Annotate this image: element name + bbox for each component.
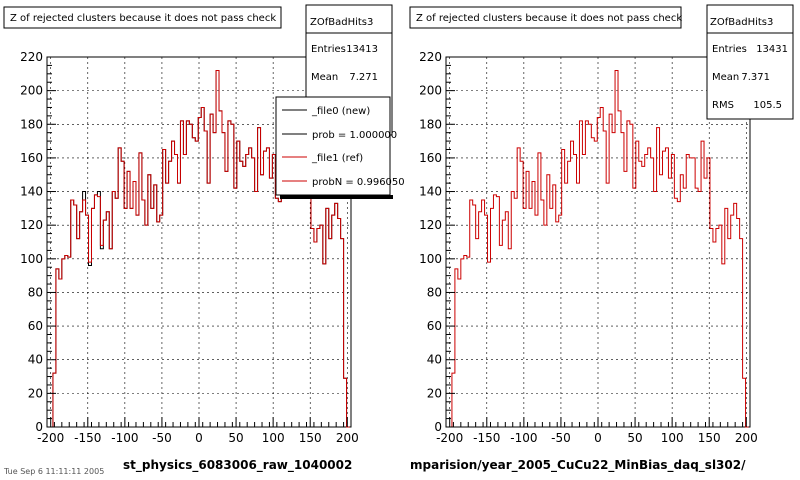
left-xtick-label: -200 bbox=[37, 431, 64, 445]
right-ytick-label: 120 bbox=[419, 218, 442, 232]
right-footer-label: mparision/year_2005_CuCu22_MinBias_daq_s… bbox=[410, 458, 746, 472]
left-legend: _file0 (new) prob = 1.000000 _file1 (ref… bbox=[275, 96, 405, 199]
right-ytick-label: 40 bbox=[427, 353, 442, 367]
right-axes: -200 -150 -100 -50 0 50 100 150 200 0 20 40 60 80 100 1… bbox=[419, 50, 758, 445]
left-stats-entries-label: Entries bbox=[311, 44, 346, 55]
left-ytick-label: 20 bbox=[28, 386, 43, 400]
right-ytick-label: 200 bbox=[419, 84, 442, 98]
right-xtick-label: 200 bbox=[735, 431, 758, 445]
right-stats-box: ZOfBadHits3 Entries 13431 Mean 7.371 RMS… bbox=[706, 4, 794, 120]
right-ytick-label: 60 bbox=[427, 319, 442, 333]
left-ytick-label: 40 bbox=[28, 353, 43, 367]
right-series bbox=[448, 69, 749, 428]
right-title-box bbox=[409, 6, 682, 29]
left-ytick-label: 0 bbox=[35, 420, 43, 434]
left-xtick-label: 50 bbox=[228, 431, 243, 445]
right-xtick-label: 50 bbox=[627, 431, 642, 445]
legend-entry-prob: prob = 1.000000 bbox=[312, 130, 397, 141]
left-ytick-label: 220 bbox=[20, 50, 43, 64]
left-xtick-label: -100 bbox=[111, 431, 138, 445]
footer-timestamp: Tue Sep 6 11:11:11 2005 bbox=[4, 467, 105, 476]
left-ytick-label: 120 bbox=[20, 218, 43, 232]
left-xtick-label: -50 bbox=[152, 431, 172, 445]
right-xtick-label: -50 bbox=[551, 431, 571, 445]
left-xtick-label: 100 bbox=[262, 431, 285, 445]
right-title: Z of rejected clusters because it does n… bbox=[416, 13, 682, 24]
right-stats-mean-label: Mean bbox=[712, 72, 739, 83]
right-series-0 bbox=[448, 69, 749, 428]
left-histogram-panel: -200 -150 -100 -50 0 50 100 150 200 0 20 40 60 80 100 1… bbox=[3, 4, 405, 445]
left-xtick-label: 200 bbox=[336, 431, 359, 445]
right-xtick-label: -100 bbox=[510, 431, 537, 445]
left-axes: -200 -150 -100 -50 0 50 100 150 200 0 20 40 60 80 100 1… bbox=[20, 50, 359, 445]
legend-entry-new: _file0 (new) bbox=[311, 106, 370, 117]
right-ytick-label: 100 bbox=[419, 252, 442, 266]
right-stats-entries-label: Entries bbox=[712, 44, 747, 55]
left-ytick-label: 80 bbox=[28, 285, 43, 299]
left-ytick-label: 160 bbox=[20, 151, 43, 165]
legend-entry-probn: probN = 0.996050 bbox=[312, 177, 405, 188]
right-xtick-label: 100 bbox=[661, 431, 684, 445]
right-ytick-label: 220 bbox=[419, 50, 442, 64]
left-ytick-label: 140 bbox=[20, 185, 43, 199]
left-ytick-label: 100 bbox=[20, 252, 43, 266]
left-ytick-label: 60 bbox=[28, 319, 43, 333]
right-ytick-label: 80 bbox=[427, 285, 442, 299]
right-ytick-label: 0 bbox=[434, 420, 442, 434]
right-ytick-label: 160 bbox=[419, 151, 442, 165]
right-stats-mean-value: 7.371 bbox=[741, 72, 770, 83]
right-xtick-label: -150 bbox=[473, 431, 500, 445]
left-title: Z of rejected clusters because it does n… bbox=[10, 13, 276, 24]
left-ytick-label: 180 bbox=[20, 117, 43, 131]
left-stats-mean-label: Mean bbox=[311, 72, 338, 83]
left-stats-entries-value: 13413 bbox=[346, 44, 378, 55]
right-xtick-label: 150 bbox=[698, 431, 721, 445]
right-xtick-label: -200 bbox=[436, 431, 463, 445]
left-stats-mean-value: 7.271 bbox=[349, 72, 378, 83]
right-histogram-panel: -200 -150 -100 -50 0 50 100 150 200 0 20 40 60 80 100 1… bbox=[409, 4, 794, 445]
left-xtick-label: 0 bbox=[195, 431, 203, 445]
right-stats-name: ZOfBadHits3 bbox=[710, 17, 773, 28]
right-ytick-label: 140 bbox=[419, 185, 442, 199]
left-xtick-label: 150 bbox=[299, 431, 322, 445]
left-xtick-label: -150 bbox=[74, 431, 101, 445]
right-xtick-label: 0 bbox=[594, 431, 602, 445]
right-ytick-label: 20 bbox=[427, 386, 442, 400]
left-grid bbox=[47, 56, 351, 428]
legend-entry-ref: _file1 (ref) bbox=[311, 153, 363, 164]
right-ytick-label: 180 bbox=[419, 117, 442, 131]
right-stats-rms-label: RMS bbox=[712, 100, 734, 111]
right-stats-rms-value: 105.5 bbox=[753, 100, 782, 111]
right-stats-entries-value: 13431 bbox=[756, 44, 788, 55]
left-ytick-label: 200 bbox=[20, 84, 43, 98]
left-title-box bbox=[3, 6, 282, 29]
left-footer-label: st_physics_6083006_raw_1040002 bbox=[123, 458, 353, 472]
left-stats-name: ZOfBadHits3 bbox=[310, 17, 373, 28]
